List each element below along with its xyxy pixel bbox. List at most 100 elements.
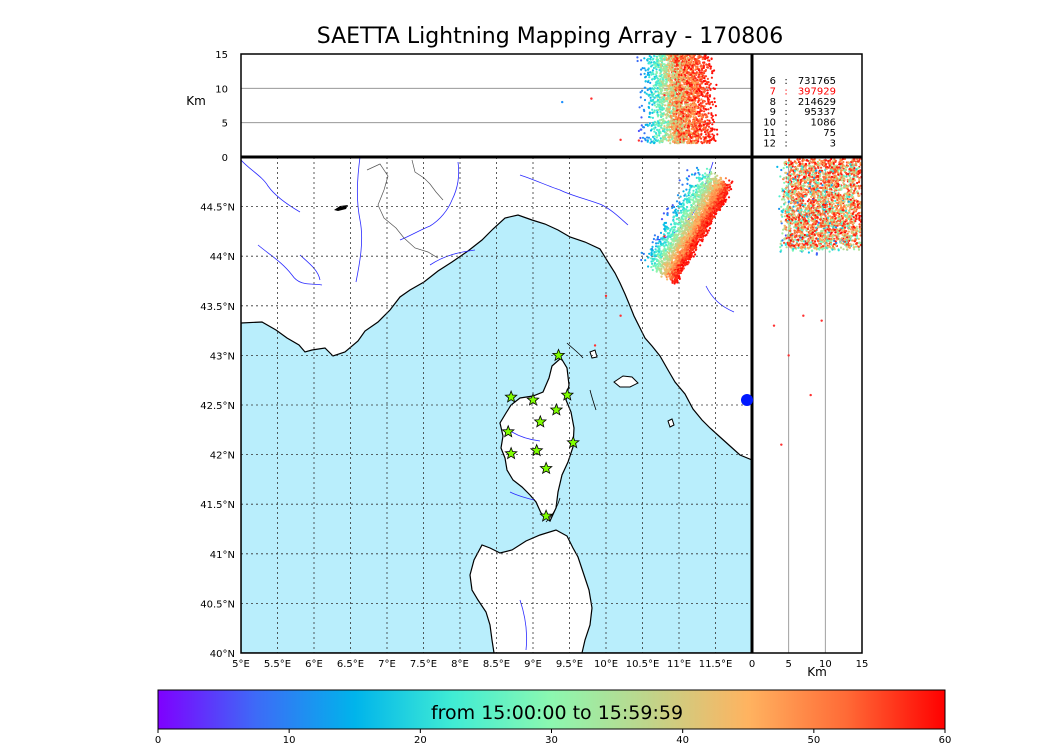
borders <box>366 159 444 259</box>
altitude-x-tick-label: 0 <box>749 659 755 670</box>
station-count-value: 214629 <box>798 97 836 108</box>
station-count-number: 6 <box>770 76 776 87</box>
map-x-tick-label: 9.5°E <box>556 659 583 670</box>
colorbar-gradient <box>157 689 946 730</box>
map-x-tick-label: 11°E <box>667 659 691 670</box>
altitude-y-ticks: 0 5 10 15 <box>215 50 228 164</box>
latitude-flash-points <box>772 157 862 446</box>
station-count-value: 1086 <box>811 118 836 129</box>
map-x-tick-label: 8.5°E <box>483 659 510 670</box>
chart-title: SAETTA Lightning Mapping Array - 170806 <box>316 24 784 49</box>
station-count-separator: : <box>784 107 787 118</box>
station-marker <box>504 389 518 403</box>
station-marker <box>539 509 553 522</box>
altitude-y-tick-label: 5 <box>222 119 228 130</box>
station-count-number: 12 <box>763 138 776 149</box>
map-x-tick-label: 6.5°E <box>337 659 364 670</box>
map-y-ticks: 40°N 40.5°N 41°N 41.5°N 42°N 42.5°N 43°N 43.5°N… <box>200 203 235 660</box>
map-y-tick-label: 40°N <box>210 649 235 660</box>
map-y-tick-label: 44°N <box>210 252 235 263</box>
map-y-tick-label: 43.5°N <box>200 302 235 313</box>
map-y-tick-label: 40.5°N <box>200 599 235 610</box>
map-x-tick-label: 6°E <box>305 659 323 670</box>
altitude-y-tick-label: 10 <box>215 84 228 95</box>
lake-geneva <box>334 205 348 211</box>
map-y-tick-label: 43°N <box>210 351 235 362</box>
station-marker <box>549 402 564 416</box>
altitude-longitude-panel: 0 5 10 15 Km <box>186 50 752 164</box>
map-grid <box>241 157 752 653</box>
station-marker <box>551 348 566 362</box>
map-y-tick-label: 44.5°N <box>200 203 235 214</box>
station-marker <box>533 414 548 428</box>
map-flash-points <box>593 166 734 347</box>
map-panel: 5°E 5.5°E 6°E 6.5°E 7°E 7.5°E 8°E 8.5°E 9°E 9.5°E… <box>200 157 752 670</box>
station-count-number: 11 <box>763 128 776 139</box>
station-count-number: 8 <box>770 97 776 108</box>
capraia-island <box>589 349 598 359</box>
station-marker <box>501 424 515 438</box>
altitude-x-tick-label: 15 <box>856 659 869 670</box>
colorbar-tick-label: 30 <box>545 735 558 746</box>
altitude-axis-label: Km <box>186 94 206 108</box>
colorbar-label: from 15:00:00 to 15:59:59 <box>431 702 683 724</box>
station-count-separator: : <box>784 76 787 87</box>
altitude-x-tick-label: 10 <box>819 659 832 670</box>
altitude-y-tick-label: 15 <box>215 50 228 61</box>
map-x-tick-label: 9°E <box>524 659 542 670</box>
map-y-tick-label: 41°N <box>210 550 235 561</box>
station-count-number: 7 <box>770 86 776 97</box>
station-count-value: 95337 <box>804 107 836 118</box>
station-count-value: 3 <box>830 138 836 149</box>
map-x-tick-label: 7.5°E <box>410 659 437 670</box>
panel-frames <box>240 53 863 654</box>
station-count-value: 731765 <box>798 76 836 87</box>
map-x-tick-label: 5°E <box>232 659 250 670</box>
giglio-island <box>667 418 675 428</box>
map-x-ticks: 5°E 5.5°E 6°E 6.5°E 7°E 7.5°E 8°E 8.5°E 9°E 9.5°E… <box>232 659 732 670</box>
station-count-legend: 6:7317657:3979298:2146299:9533710:108611… <box>752 54 862 157</box>
station-count-separator: : <box>784 86 787 97</box>
station-markers <box>501 348 580 522</box>
station-count-separator: : <box>784 118 787 129</box>
station-marker <box>529 443 544 457</box>
station-count-separator: : <box>784 128 787 139</box>
colorbar-ticks: 0 10 20 30 40 50 60 <box>155 729 952 746</box>
map-x-tick-label: 11.5°E <box>699 659 733 670</box>
station-marker <box>504 446 518 460</box>
sea-current-lines <box>545 342 597 523</box>
elba-island <box>613 375 639 388</box>
station-marker <box>526 392 540 406</box>
map-x-tick-label: 7°E <box>378 659 396 670</box>
map-x-tick-label: 10°E <box>594 659 618 670</box>
corsica-island <box>499 357 575 522</box>
station-count-value: 75 <box>823 128 836 139</box>
edge-blob <box>741 394 753 406</box>
map-x-tick-label: 5.5°E <box>264 659 291 670</box>
station-marker <box>539 461 553 475</box>
altitude-x-axis-label: Km <box>807 665 827 679</box>
map-y-tick-label: 42.5°N <box>200 401 235 412</box>
altitude-x-tick-label: 5 <box>785 659 791 670</box>
altitude-x-ticks: 0 5 10 15 <box>749 659 869 670</box>
colorbar-tick-label: 0 <box>155 735 161 746</box>
altitude-flash-points <box>561 54 719 145</box>
colorbar-tick-label: 40 <box>676 735 689 746</box>
station-count-value: 397929 <box>798 86 836 97</box>
station-marker <box>560 387 575 401</box>
map-x-tick-label: 8°E <box>451 659 469 670</box>
station-count-separator: : <box>784 138 787 149</box>
colorbar: from 15:00:00 to 15:59:59 0 10 20 30 40 50 60 <box>155 689 952 746</box>
station-marker <box>566 435 580 449</box>
colorbar-tick-label: 60 <box>939 735 952 746</box>
map-y-tick-label: 42°N <box>210 451 235 462</box>
map-x-tick-label: 10.5°E <box>626 659 660 670</box>
map-y-tick-label: 41.5°N <box>200 500 235 511</box>
station-count-number: 9 <box>770 107 776 118</box>
station-count-number: 10 <box>763 118 776 129</box>
sardinia-island <box>469 529 593 653</box>
colorbar-tick-label: 20 <box>414 735 427 746</box>
station-count-separator: : <box>784 97 787 108</box>
altitude-y-tick-label: 0 <box>222 153 228 164</box>
